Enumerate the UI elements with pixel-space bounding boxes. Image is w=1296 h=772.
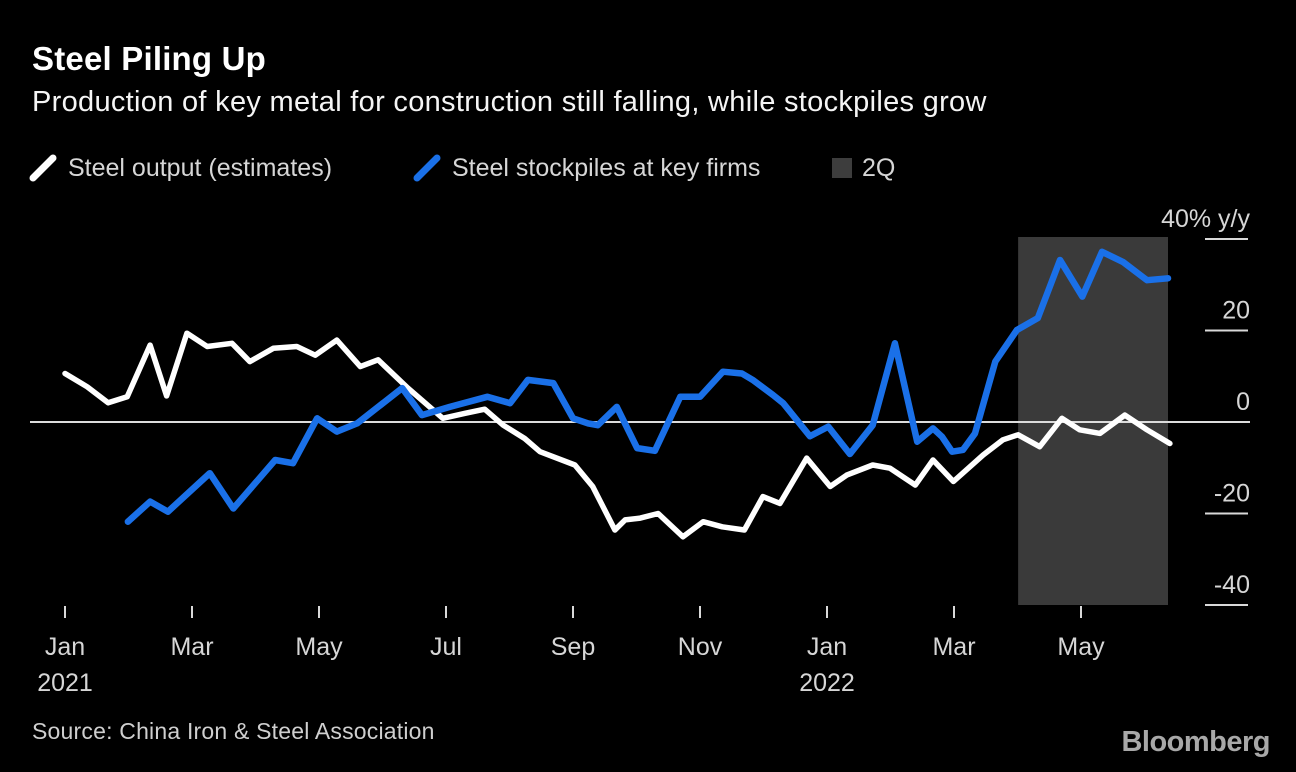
x-axis-label: Sep bbox=[551, 633, 595, 661]
line-swatch-icon bbox=[29, 154, 57, 182]
legend-label: Steel stockpiles at key firms bbox=[452, 153, 761, 182]
legend-label: Steel output (estimates) bbox=[68, 153, 333, 182]
x-axis-label: Nov bbox=[678, 633, 723, 661]
x-axis-label: Jan bbox=[45, 633, 85, 661]
x-axis-year-label: 2022 bbox=[799, 669, 855, 697]
y-axis-label: -20 bbox=[1214, 480, 1250, 508]
line-swatch-icon bbox=[413, 154, 441, 182]
chart-legend: Steel output (estimates) Steel stockpile… bbox=[0, 148, 1296, 188]
x-axis-label: May bbox=[1057, 633, 1105, 661]
x-axis-label: Jul bbox=[430, 633, 462, 661]
y-axis-label: 0 bbox=[1236, 388, 1250, 416]
bloomberg-logo: Bloomberg bbox=[1121, 726, 1270, 758]
legend-label: 2Q bbox=[862, 153, 896, 182]
legend-item-steel-output: Steel output (estimates) bbox=[28, 148, 332, 188]
x-axis-label: Jan bbox=[807, 633, 847, 661]
chart-title: Steel Piling Up bbox=[32, 40, 267, 77]
band-swatch-icon bbox=[832, 158, 852, 178]
x-axis-label: Mar bbox=[932, 633, 975, 661]
y-axis-label: 20 bbox=[1222, 297, 1250, 325]
chart-subtitle: Production of key metal for construction… bbox=[32, 86, 987, 118]
series-line-steel-stockpiles bbox=[124, 248, 1172, 525]
x-axis-year-label: 2021 bbox=[37, 669, 93, 697]
series-line-steel-output bbox=[62, 330, 1173, 540]
x-axis-label: Mar bbox=[170, 633, 213, 661]
y-axis-label: 40% y/y bbox=[1161, 205, 1250, 233]
x-axis-label: May bbox=[295, 633, 343, 661]
source-text: Source: China Iron & Steel Association bbox=[32, 718, 435, 744]
y-axis-label: -40 bbox=[1214, 571, 1250, 599]
legend-item-steel-stockpiles: Steel stockpiles at key firms bbox=[412, 148, 760, 188]
legend-item-2q-band: 2Q bbox=[832, 148, 895, 188]
